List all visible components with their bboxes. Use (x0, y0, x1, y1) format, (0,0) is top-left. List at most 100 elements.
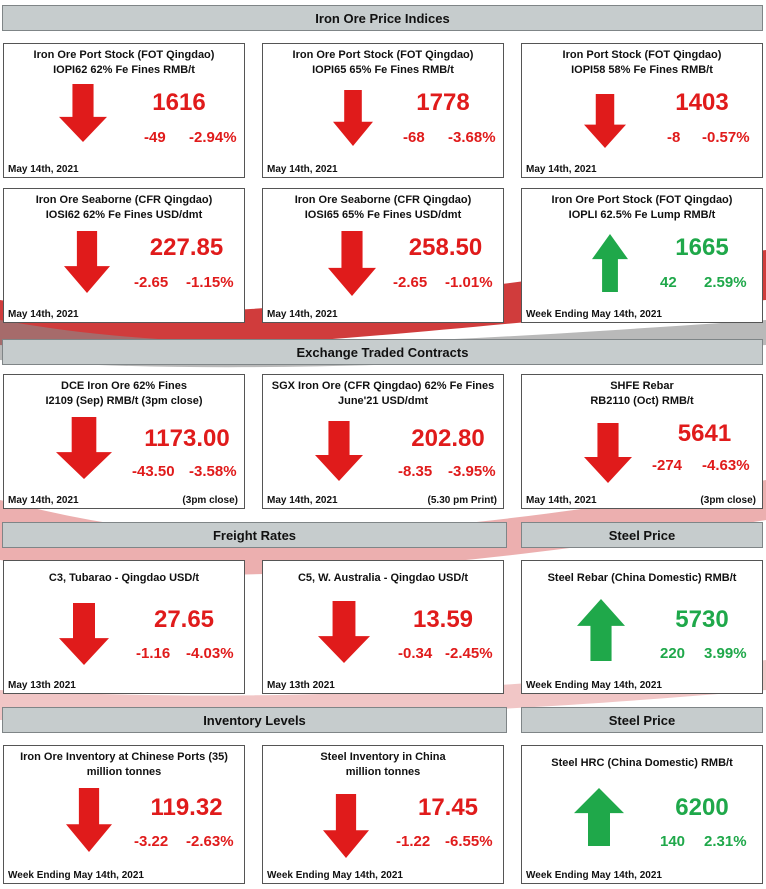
up-arrow-icon (574, 788, 624, 846)
card-title: DCE Iron Ore 62% Fines I2109 (Sep) RMB/t … (45, 380, 203, 407)
price-value: 1403 (675, 89, 729, 116)
header-steel-price: Steel Price (521, 522, 763, 548)
close-note: (3pm close) (182, 495, 238, 506)
down-arrow-icon (318, 601, 370, 663)
down-arrow-icon (59, 84, 107, 142)
change-percent: -3.58% (189, 463, 237, 480)
change-percent: -2.45% (445, 645, 493, 662)
date-label: Week Ending May 14th, 2021 (8, 870, 144, 881)
price-value: 1665 (675, 234, 729, 261)
card-title: C3, Tubarao - Qingdao USD/t (48, 572, 200, 584)
card-inventory-steel: Steel Inventory in China million tonnes 1… (262, 745, 504, 884)
price-value: 1778 (416, 89, 470, 116)
print-note: (5.30 pm Print) (427, 495, 497, 506)
date-label: May 14th, 2021 (8, 495, 79, 506)
change-value: -49 (144, 129, 166, 146)
price-value: 119.32 (150, 794, 223, 821)
change-value: -0.34 (398, 645, 433, 662)
change-percent: -4.03% (186, 645, 234, 662)
card-inventory-ports: Iron Ore Inventory at Chinese Ports (35)… (3, 745, 245, 884)
price-value: 1616 (152, 89, 206, 116)
change-value: -8 (667, 129, 681, 146)
change-value: -3.22 (134, 833, 169, 850)
date-label: May 14th, 2021 (526, 164, 597, 175)
card-c5: C5, W. Australia - Qingdao USD/t 13.59 -… (262, 560, 504, 694)
change-value: -2.65 (393, 274, 428, 291)
card-iopi58: Iron Port Stock (FOT Qingdao) IOPI58 58% … (521, 43, 763, 178)
card-iopi65: Iron Ore Port Stock (FOT Qingdao) IOPI65 … (262, 43, 504, 178)
change-percent: -3.68% (448, 129, 496, 146)
change-value: -2.65 (134, 274, 169, 291)
down-arrow-icon (64, 231, 110, 293)
change-percent: 2.59% (704, 274, 747, 291)
card-rebar: Steel Rebar (China Domestic) RMB/t 5730 … (521, 560, 763, 694)
card-sgx: SGX Iron Ore (CFR Qingdao) 62% Fe Fines J… (262, 374, 504, 509)
card-iopli: Iron Ore Port Stock (FOT Qingdao) IOPLI 6… (521, 188, 763, 323)
header-exchange-traded-contracts: Exchange Traded Contracts (2, 339, 763, 365)
date-label: May 13th 2021 (8, 680, 76, 691)
down-arrow-icon (315, 421, 363, 481)
price-value: 6200 (675, 794, 729, 821)
change-percent: -4.63% (702, 457, 750, 474)
card-title: Steel HRC (China Domestic) RMB/t (551, 757, 733, 769)
card-dce: DCE Iron Ore 62% Fines I2109 (Sep) RMB/t … (3, 374, 245, 509)
header-steel-price-2: Steel Price (521, 707, 763, 733)
card-iosi62: Iron Ore Seaborne (CFR Qingdao) IOSI62 62… (3, 188, 245, 323)
down-arrow-icon (66, 788, 112, 852)
change-value: -274 (652, 457, 683, 474)
card-c3: C3, Tubarao - Qingdao USD/t 27.65 -1.16 … (3, 560, 245, 694)
change-value: -1.16 (136, 645, 171, 662)
change-value: 42 (660, 274, 677, 291)
down-arrow-icon (328, 231, 376, 296)
card-title: Iron Ore Seaborne (CFR Qingdao) IOSI65 65… (294, 194, 472, 221)
date-label: Week Ending May 14th, 2021 (526, 309, 662, 320)
card-title: Iron Ore Port Stock (FOT Qingdao) IOPI65 … (292, 49, 474, 76)
price-value: 17.45 (417, 794, 479, 821)
card-title: Iron Ore Inventory at Chinese Ports (35)… (20, 751, 228, 778)
price-value: 5730 (675, 606, 729, 633)
card-title: Iron Ore Port Stock (FOT Qingdao) IOPLI 6… (551, 194, 733, 221)
close-note: (3pm close) (700, 495, 756, 506)
change-percent: -2.94% (189, 129, 237, 146)
date-label: May 14th, 2021 (267, 164, 338, 175)
card-title: Iron Port Stock (FOT Qingdao) IOPI58 58% … (562, 49, 722, 76)
header-inventory-levels: Inventory Levels (2, 707, 507, 733)
change-percent: 3.99% (704, 645, 747, 662)
down-arrow-icon (59, 603, 109, 665)
price-value: 202.80 (411, 425, 485, 452)
change-percent: -1.01% (445, 274, 493, 291)
card-title: SGX Iron Ore (CFR Qingdao) 62% Fe Fines J… (271, 380, 495, 407)
change-value: -8.35 (398, 463, 433, 480)
date-label: May 14th, 2021 (526, 495, 597, 506)
date-label: May 13th 2021 (267, 680, 335, 691)
change-value: -43.50 (132, 463, 175, 480)
change-percent: -1.15% (186, 274, 234, 291)
up-arrow-icon (577, 599, 625, 661)
card-iosi65: Iron Ore Seaborne (CFR Qingdao) IOSI65 65… (262, 188, 504, 323)
price-value: 13.59 (412, 606, 474, 633)
date-label: May 14th, 2021 (8, 164, 79, 175)
change-value: 140 (660, 833, 686, 850)
card-title: Steel Inventory in China million tonnes (320, 751, 446, 778)
change-percent: -0.57% (702, 129, 750, 146)
change-percent: 2.31% (704, 833, 747, 850)
date-label: May 14th, 2021 (267, 309, 338, 320)
change-percent: -6.55% (445, 833, 493, 850)
date-label: May 14th, 2021 (267, 495, 338, 506)
card-shfe: SHFE Rebar RB2110 (Oct) RMB/t 5641 -274 -… (521, 374, 763, 509)
price-value: 227.85 (149, 234, 224, 261)
card-iopi62: Iron Ore Port Stock (FOT Qingdao) IOPI62 … (3, 43, 245, 178)
up-arrow-icon (592, 234, 628, 292)
card-title: Steel Rebar (China Domestic) RMB/t (547, 572, 737, 584)
date-label: May 14th, 2021 (8, 309, 79, 320)
header-iron-ore-price-indices: Iron Ore Price Indices (2, 5, 763, 31)
date-label: Week Ending May 14th, 2021 (526, 870, 662, 881)
card-hrc: Steel HRC (China Domestic) RMB/t 6200 14… (521, 745, 763, 884)
down-arrow-icon (584, 94, 626, 148)
down-arrow-icon (333, 90, 373, 146)
change-percent: -2.63% (186, 833, 234, 850)
down-arrow-icon (323, 794, 369, 858)
change-value: -68 (403, 129, 425, 146)
down-arrow-icon (584, 423, 632, 483)
change-value: -1.22 (396, 833, 431, 850)
